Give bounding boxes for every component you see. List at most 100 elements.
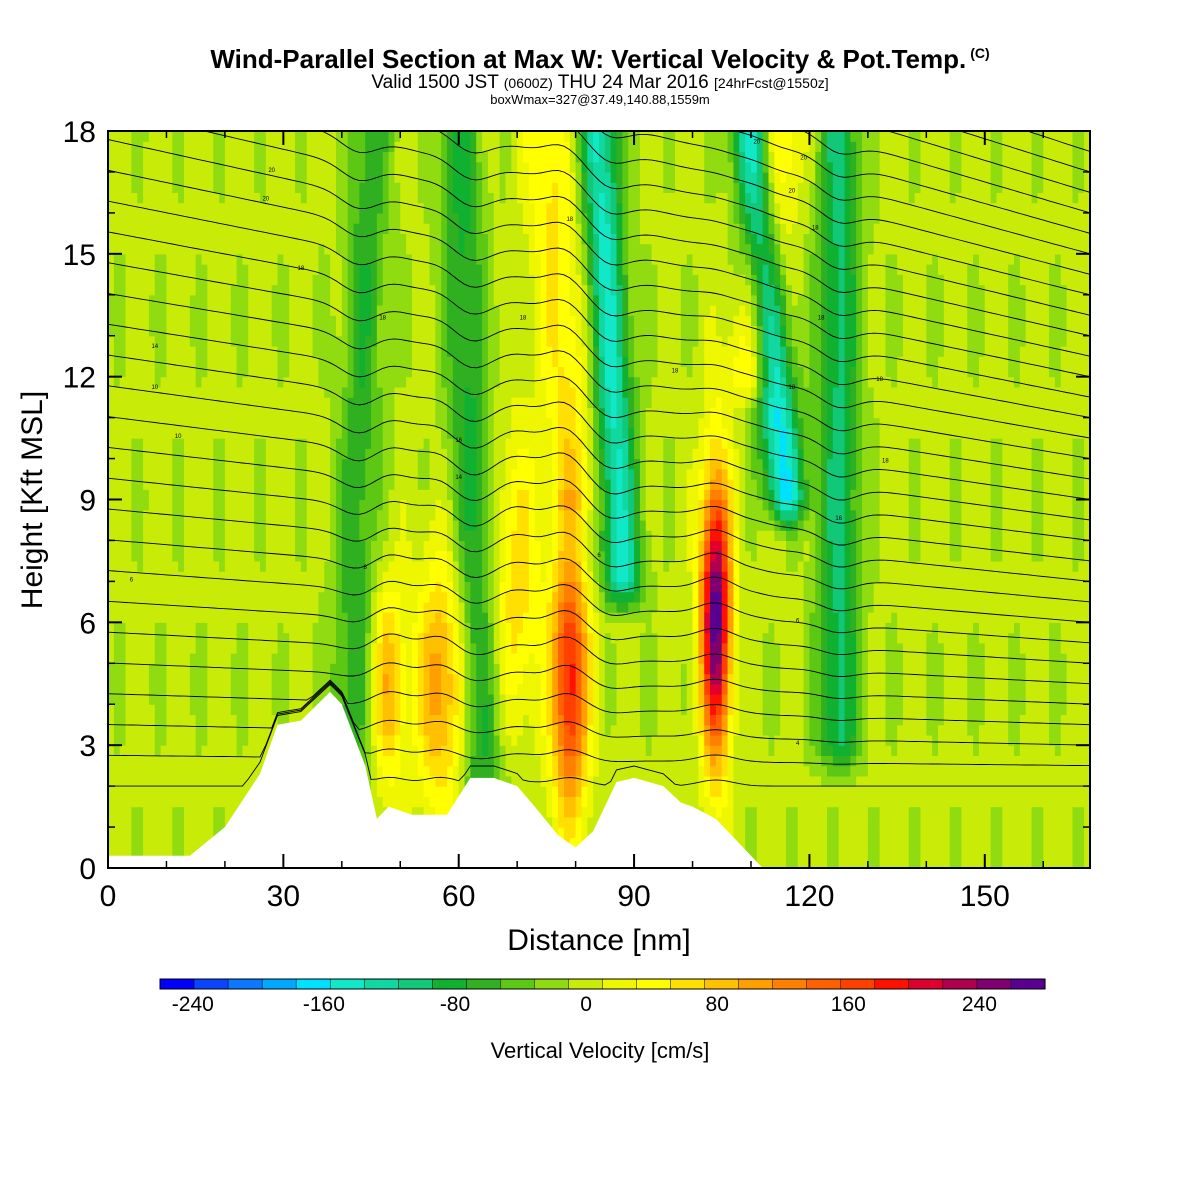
w-cell (131, 202, 138, 214)
w-cell (487, 417, 495, 429)
w-cell (189, 704, 197, 716)
w-cell (318, 571, 325, 582)
w-cell (125, 438, 132, 449)
w-cell (271, 366, 279, 378)
w-cell (511, 755, 518, 767)
w-cell (119, 182, 127, 194)
w-cell (248, 632, 255, 644)
w-cell (306, 212, 314, 224)
w-cell (236, 345, 244, 357)
w-cell (108, 591, 115, 603)
w-cell (219, 560, 226, 572)
w-cell (254, 489, 261, 501)
w-cell (213, 642, 220, 654)
w-cell (482, 161, 489, 173)
w-cell (183, 212, 191, 224)
w-cell (335, 581, 343, 593)
w-cell (429, 714, 436, 726)
w-cell (470, 581, 477, 593)
w-cell (172, 765, 179, 777)
w-cell (487, 693, 495, 705)
w-cell (119, 775, 127, 787)
w-cell (125, 714, 132, 726)
w-cell (160, 468, 168, 480)
w-cell (143, 479, 150, 490)
w-cell (254, 294, 261, 306)
w-cell (224, 560, 232, 572)
w-cell (359, 673, 366, 685)
w-cell (306, 417, 314, 429)
w-cell (248, 560, 255, 572)
w-cell (458, 274, 466, 286)
w-cell (113, 427, 121, 439)
w-cell (271, 161, 279, 173)
w-cell (482, 704, 489, 716)
w-cell (447, 755, 454, 767)
w-cell (335, 212, 343, 224)
w-cell (277, 202, 284, 214)
w-cell (335, 591, 343, 603)
w-cell (376, 161, 384, 173)
w-cell (417, 325, 425, 337)
w-cell (160, 816, 168, 828)
w-cell (230, 765, 238, 777)
w-cell (119, 642, 127, 654)
w-cell (359, 264, 366, 275)
w-cell (335, 284, 343, 296)
w-cell (400, 683, 407, 695)
w-cell (119, 468, 127, 480)
w-cell (283, 315, 290, 327)
w-cell (201, 427, 208, 439)
w-cell (429, 427, 436, 439)
w-cell (207, 407, 214, 419)
w-cell (447, 458, 454, 470)
w-cell (224, 734, 232, 746)
w-cell (172, 796, 179, 808)
w-cell (464, 438, 472, 449)
w-cell (487, 151, 495, 163)
w-cell (201, 765, 208, 777)
w-cell (108, 233, 115, 245)
w-cell (312, 642, 320, 654)
w-cell (289, 223, 296, 234)
w-cell (400, 182, 407, 194)
w-cell (435, 724, 442, 736)
w-cell (254, 376, 261, 388)
w-cell (213, 489, 220, 501)
w-cell (458, 182, 466, 194)
w-cell (406, 581, 413, 593)
w-cell (417, 693, 425, 705)
w-cell (131, 417, 138, 429)
w-cell (347, 345, 355, 357)
w-cell (242, 386, 249, 398)
w-cell (259, 581, 267, 593)
w-cell (382, 345, 390, 357)
w-cell (119, 233, 127, 245)
w-cell (476, 233, 483, 245)
w-cell (429, 745, 436, 757)
w-cell (347, 489, 355, 501)
w-cell (265, 724, 273, 736)
w-cell (505, 693, 512, 705)
w-cell (487, 683, 495, 695)
w-cell (470, 366, 477, 378)
w-cell (376, 632, 384, 644)
w-cell (312, 264, 320, 275)
w-cell (259, 315, 267, 327)
w-cell (464, 376, 472, 388)
w-cell (189, 315, 197, 327)
w-cell (499, 284, 507, 296)
w-cell (441, 540, 448, 552)
w-cell (137, 253, 144, 265)
w-cell (371, 796, 378, 808)
w-cell (160, 540, 168, 552)
w-cell (312, 571, 320, 582)
w-cell (154, 253, 162, 265)
w-cell (447, 765, 454, 777)
w-cell (207, 397, 214, 408)
w-cell (160, 601, 168, 613)
w-cell (113, 479, 121, 490)
w-cell (447, 653, 454, 664)
w-cell (359, 693, 366, 705)
w-cell (394, 571, 401, 582)
